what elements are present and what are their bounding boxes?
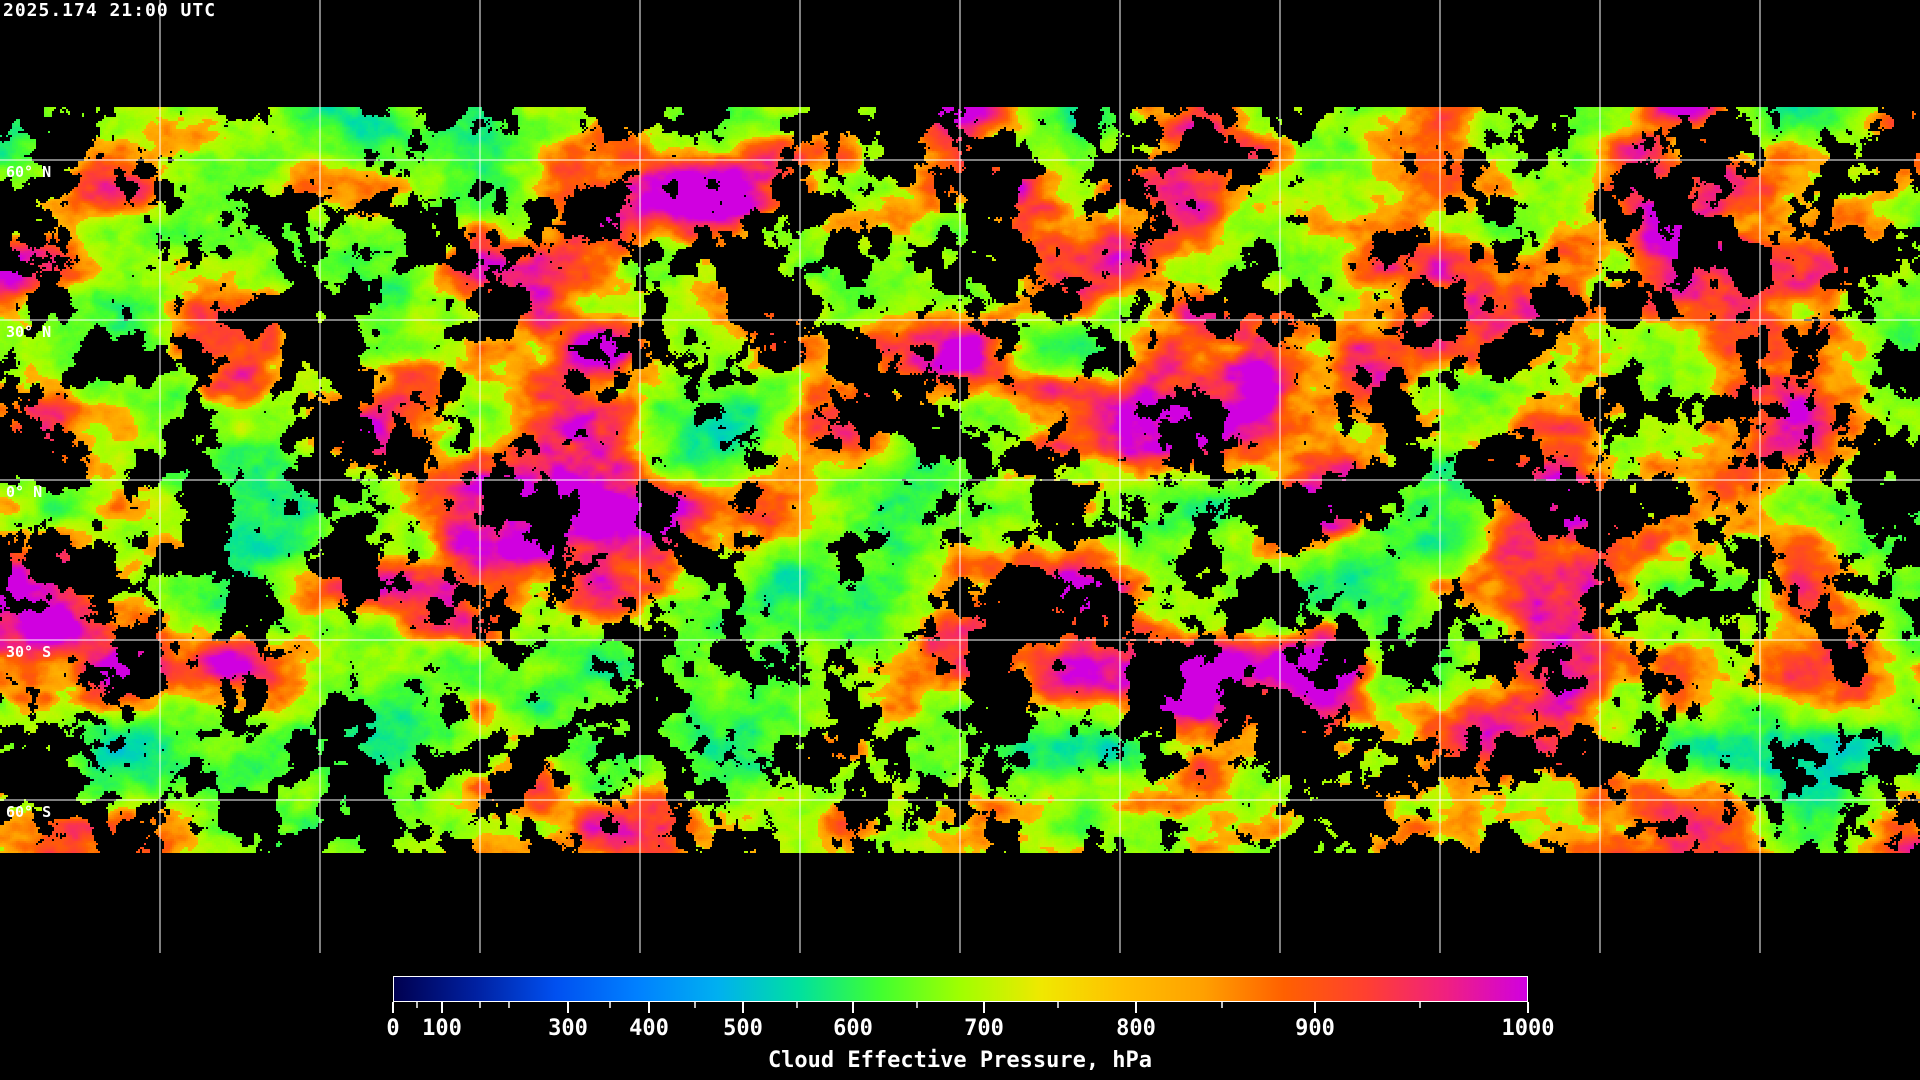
lat-label-0n: 0° N xyxy=(6,483,43,501)
lat-label-30s: 30° S xyxy=(6,643,52,661)
colorbar-tick-label: 300 xyxy=(548,1016,588,1041)
colorbar-tick-label: 0 xyxy=(386,1016,399,1041)
lat-label-30n: 30° N xyxy=(6,323,52,341)
colorbar-title: Cloud Effective Pressure, hPa xyxy=(767,1048,1153,1073)
colorbar-tick-label: 400 xyxy=(629,1016,669,1041)
timestamp: 2025.174 21:00 UTC xyxy=(3,0,217,21)
colorbar xyxy=(393,976,1528,1002)
colorbar-tick-label: 900 xyxy=(1295,1016,1335,1041)
colorbar-tick-label: 1000 xyxy=(1502,1016,1555,1041)
lat-lon-grid xyxy=(0,0,1920,953)
lat-label-60s: 60° S xyxy=(6,803,52,821)
colorbar-tick-label: 100 xyxy=(422,1016,462,1041)
colorbar-tick-label: 600 xyxy=(833,1016,873,1041)
colorbar-tick-label: 800 xyxy=(1116,1016,1156,1041)
colorbar-tick-label: 700 xyxy=(964,1016,1004,1041)
colorbar-tick-label: 500 xyxy=(723,1016,763,1041)
colorbar-ticks: 0 100 300 400 500 600 700 800 900 1000 xyxy=(386,1002,1555,1041)
cloud-pressure-map xyxy=(0,0,1920,953)
lat-label-60n: 60° N xyxy=(6,163,52,181)
